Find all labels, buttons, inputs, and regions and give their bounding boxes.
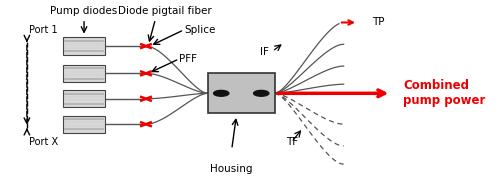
Text: PFF: PFF: [180, 54, 198, 64]
Text: Splice: Splice: [184, 25, 216, 35]
Bar: [62, 65, 106, 82]
Bar: [62, 38, 106, 55]
Circle shape: [254, 90, 269, 96]
Text: TP: TP: [372, 18, 384, 27]
Text: Diode pigtail fiber: Diode pigtail fiber: [118, 6, 212, 16]
Bar: [208, 73, 274, 113]
Text: Pump diodes: Pump diodes: [50, 6, 117, 16]
Text: Combined
pump power: Combined pump power: [403, 79, 485, 107]
Bar: [62, 90, 106, 107]
Bar: [62, 115, 106, 133]
Circle shape: [214, 90, 229, 96]
Text: IF: IF: [260, 46, 269, 57]
Text: TF: TF: [286, 137, 298, 147]
Text: Port X: Port X: [30, 137, 58, 147]
Text: Port 1: Port 1: [30, 25, 58, 35]
Text: Housing: Housing: [210, 164, 253, 174]
